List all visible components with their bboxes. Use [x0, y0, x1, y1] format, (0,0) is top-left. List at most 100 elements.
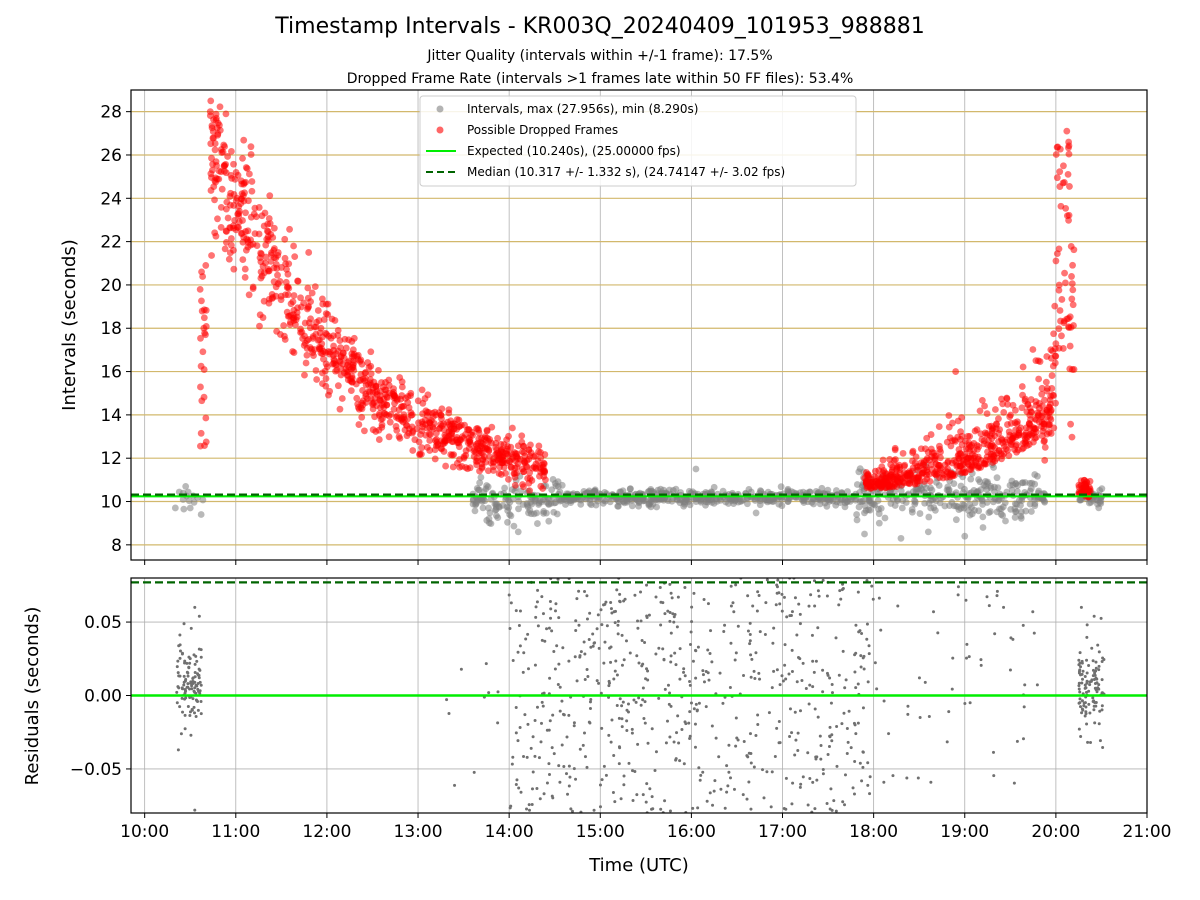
residual-point	[545, 627, 549, 631]
dropped-frame-point	[945, 412, 953, 419]
dropped-frame-point	[217, 203, 225, 211]
residual-point	[511, 755, 515, 759]
dropped-frame-point	[373, 391, 381, 398]
residual-point	[567, 659, 571, 663]
interval-point	[179, 496, 187, 503]
residual-point	[583, 652, 587, 656]
dropped-frame-point	[920, 466, 928, 474]
residual-point	[572, 767, 576, 771]
dropped-frame-point	[483, 427, 491, 435]
residual-point	[193, 686, 197, 690]
interval-point	[935, 482, 943, 489]
residual-point	[806, 751, 810, 755]
dropped-frame-point	[1067, 242, 1075, 250]
residual-point	[196, 673, 200, 677]
residual-point	[693, 722, 697, 726]
residual-point	[539, 721, 543, 725]
residual-point	[543, 639, 547, 643]
residual-point	[774, 603, 778, 607]
dropped-frame-point	[1065, 324, 1073, 332]
residual-point	[531, 770, 535, 774]
dropped-frame-point	[874, 479, 882, 487]
dropped-frame-point	[1003, 395, 1011, 402]
residual-point	[1078, 690, 1082, 694]
residual-point	[675, 625, 679, 629]
residual-point	[780, 592, 784, 596]
residual-point	[688, 736, 692, 740]
dropped-frame-point	[320, 316, 328, 323]
residual-point	[669, 704, 673, 708]
residual-point	[756, 590, 760, 594]
dropped-frame-point	[281, 336, 289, 343]
interval-point	[985, 509, 993, 517]
residual-point	[193, 671, 197, 675]
residual-point	[1097, 722, 1101, 726]
interval-point	[476, 479, 484, 487]
residual-point	[847, 709, 851, 713]
residual-point	[734, 716, 738, 720]
residual-point	[178, 705, 182, 709]
residual-point	[906, 704, 910, 708]
dropped-frame-point	[200, 314, 208, 322]
x-tick-label: 20:00	[1031, 822, 1080, 842]
dropped-frame-point	[984, 448, 991, 456]
residual-point	[861, 706, 865, 710]
residual-point	[690, 620, 694, 624]
dropped-frame-point	[199, 348, 207, 356]
residual-point	[813, 707, 817, 711]
interval-point	[1011, 500, 1019, 508]
residual-point	[793, 596, 797, 600]
dropped-frame-point	[241, 265, 249, 273]
residual-point	[694, 676, 698, 680]
bottom-y-tick-label: 0.05	[84, 613, 122, 633]
residual-point	[1084, 710, 1088, 714]
dropped-frame-point	[1055, 286, 1063, 294]
legend-gray-dot-icon	[436, 105, 444, 113]
residual-point	[517, 624, 521, 628]
residual-point	[1011, 637, 1015, 641]
residual-point	[176, 748, 180, 752]
residual-point	[965, 656, 969, 660]
dropped-frame-point	[264, 265, 272, 273]
dropped-frame-point	[400, 402, 408, 410]
residual-point	[1077, 658, 1081, 662]
dropped-frame-point	[526, 469, 534, 477]
jitter-quality-subtitle: Jitter Quality (intervals within +/-1 fr…	[427, 48, 773, 64]
residual-point	[713, 779, 717, 783]
interval-point	[1022, 507, 1030, 515]
residual-point	[199, 712, 203, 716]
dropped-frame-point	[240, 179, 248, 187]
dropped-frame-point	[965, 441, 973, 449]
residual-point	[865, 637, 869, 641]
x-tick-label: 10:00	[120, 822, 169, 842]
dropped-frame-point	[398, 383, 406, 391]
residual-point	[706, 602, 710, 606]
residual-point	[591, 632, 595, 636]
interval-point	[955, 506, 963, 513]
interval-point	[965, 489, 973, 497]
x-tick-label: 16:00	[667, 822, 716, 842]
residual-point	[799, 782, 803, 786]
residual-point	[182, 622, 186, 626]
residual-point	[515, 778, 519, 782]
interval-point	[870, 500, 878, 508]
interval-point	[978, 497, 986, 505]
dropped-frame-point	[322, 300, 330, 308]
residual-point	[819, 757, 823, 761]
residual-point	[750, 657, 754, 661]
dropped-frame-point	[403, 432, 411, 440]
residual-point	[600, 778, 604, 782]
residual-point	[585, 765, 589, 769]
residual-point	[809, 593, 813, 597]
residual-point	[562, 764, 566, 768]
interval-point	[979, 524, 987, 531]
interval-point	[599, 499, 607, 507]
top-y-tick-label: 24	[100, 189, 122, 209]
interval-point	[924, 528, 932, 536]
dropped-frame-point	[197, 442, 204, 450]
residual-point	[572, 721, 576, 725]
residual-point	[756, 713, 760, 717]
residual-point	[770, 686, 774, 690]
residual-point	[692, 591, 696, 595]
residual-point	[550, 746, 554, 750]
